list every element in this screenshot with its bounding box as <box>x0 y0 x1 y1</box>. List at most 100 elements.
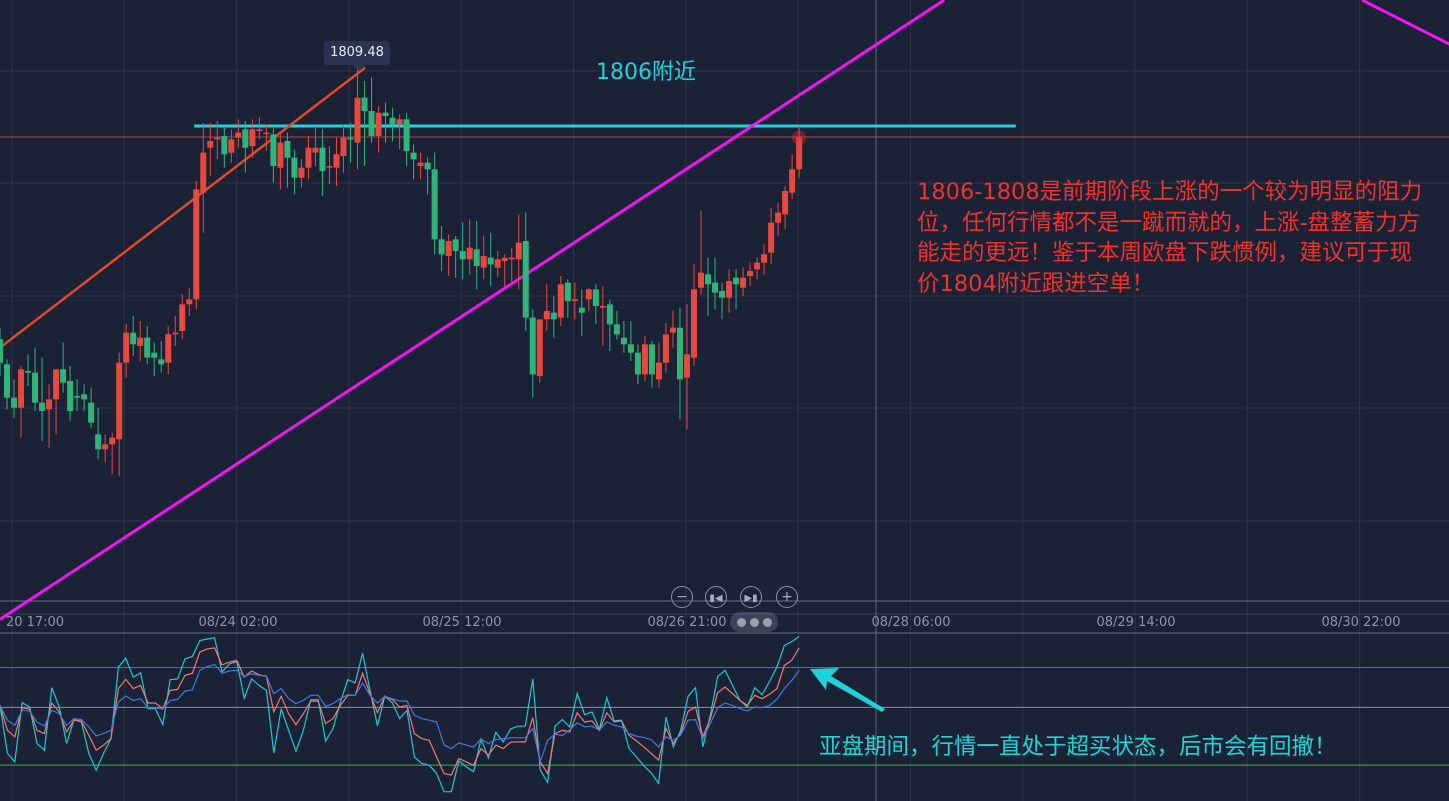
candle-body <box>179 304 186 331</box>
candle-body <box>627 344 634 353</box>
candle <box>775 202 782 236</box>
candle <box>403 112 410 166</box>
candle <box>123 324 130 378</box>
candle <box>242 121 249 173</box>
candle <box>719 282 726 320</box>
zoom-out-button[interactable]: − <box>671 586 693 608</box>
candle-body <box>382 112 389 116</box>
candle <box>508 247 515 283</box>
candle <box>712 257 719 310</box>
candle <box>683 304 690 430</box>
candle-body <box>557 284 564 318</box>
candle-body <box>690 289 697 358</box>
candle-body <box>277 142 284 168</box>
candle <box>529 309 536 398</box>
candle-body <box>410 152 417 160</box>
candle <box>116 352 123 476</box>
candle <box>564 279 571 318</box>
x-axis-tick-label: 08/25 12:00 <box>422 615 502 630</box>
candle <box>550 296 557 338</box>
orange-trendline <box>0 66 366 349</box>
candle-body <box>459 251 466 260</box>
candle-body <box>221 136 228 155</box>
candle-body <box>60 369 67 383</box>
candle <box>459 222 466 280</box>
resistance-label: 1806附近 <box>596 60 696 85</box>
candle <box>172 316 179 346</box>
candle-body <box>116 362 123 440</box>
candle <box>130 316 137 356</box>
candle <box>543 284 550 331</box>
candle-body <box>375 112 382 136</box>
candle-body <box>39 402 46 411</box>
candle <box>396 114 403 150</box>
candle-body <box>11 397 18 408</box>
candle <box>410 144 417 180</box>
candle <box>340 124 347 173</box>
candle-body <box>18 369 25 408</box>
candle <box>571 282 578 320</box>
candle-body <box>102 444 109 450</box>
candle-body <box>403 119 410 151</box>
magenta-channel-line <box>0 0 946 621</box>
plus-icon: + <box>781 589 793 605</box>
candle <box>305 136 312 180</box>
candle-body <box>354 97 361 143</box>
candle <box>557 276 564 326</box>
candle <box>473 221 480 290</box>
candle-body <box>158 359 165 365</box>
candle-body <box>347 137 354 140</box>
candle-body <box>698 272 704 288</box>
candle <box>361 81 368 166</box>
candle <box>466 219 473 275</box>
analysis-note-line: 能走的更远！鉴于本周欧盘下跌惯例，建议可于现 <box>917 240 1413 266</box>
candle-body <box>326 166 333 168</box>
candle-body <box>740 277 747 288</box>
candle <box>438 226 445 271</box>
step-forward-button[interactable]: ▶▮ <box>740 586 762 608</box>
candle-body <box>620 337 627 345</box>
candle-body <box>284 141 291 158</box>
candle-body <box>571 299 578 301</box>
candle-body <box>151 352 158 358</box>
last-price-glow <box>792 130 807 145</box>
candle <box>796 124 803 178</box>
candle <box>599 286 606 346</box>
candle-body <box>53 369 60 400</box>
candle-body <box>228 139 235 153</box>
analysis-note-line: 1806-1808是前期阶段上涨的一个较为明显的阻力 <box>917 179 1423 205</box>
candle-body <box>508 257 515 260</box>
candle-body <box>368 111 375 136</box>
candle <box>417 152 424 180</box>
candle <box>53 369 60 435</box>
candle-body <box>641 344 648 375</box>
candle <box>726 269 733 313</box>
candle-body <box>726 281 733 298</box>
candle <box>522 212 529 331</box>
more-options-button[interactable] <box>730 612 778 632</box>
candle-body <box>312 147 319 153</box>
analysis-note: 1806-1808是前期阶段上涨的一个较为明显的阻力 位，任何行情都不是一蹴而就… <box>917 177 1422 299</box>
step-back-button[interactable]: ▮◀ <box>705 586 727 608</box>
candle-body <box>200 152 207 193</box>
candle-body <box>494 259 501 268</box>
candle <box>627 321 634 361</box>
candle-body <box>417 162 424 166</box>
candle-body <box>515 242 522 260</box>
candle-body <box>796 137 803 170</box>
candle <box>186 287 193 316</box>
candle <box>754 257 761 280</box>
zoom-in-button[interactable]: + <box>776 586 798 608</box>
candle <box>536 319 543 383</box>
candle-body <box>501 257 508 261</box>
indicator-series-line <box>0 647 800 776</box>
candle-body <box>88 402 95 423</box>
candle <box>165 326 172 375</box>
candle-body <box>242 129 249 148</box>
candle-body <box>452 239 459 251</box>
candle-body <box>536 319 543 376</box>
candle <box>74 379 81 411</box>
candle <box>375 106 382 153</box>
candle <box>487 232 494 286</box>
